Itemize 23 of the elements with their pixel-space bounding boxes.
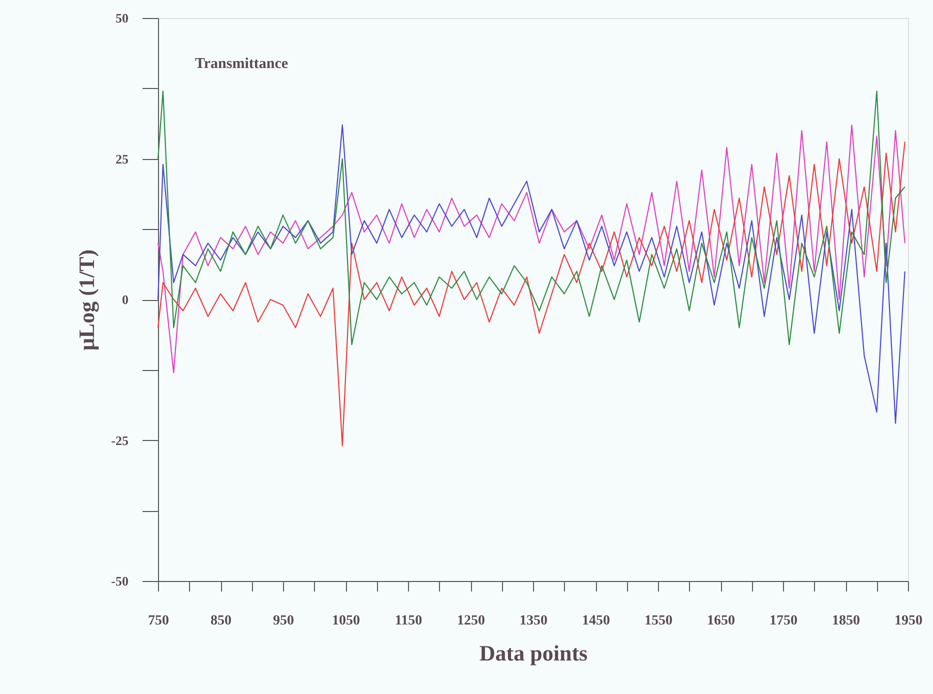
x-tick-label: 850 — [210, 614, 232, 628]
x-tick-label: 1250 — [457, 614, 485, 628]
x-tick-label: 1050 — [332, 614, 360, 628]
y-axis-title: μLog (1/T) — [74, 249, 100, 351]
x-tick-label: 1450 — [582, 614, 610, 628]
annotation: Transmittance — [195, 56, 288, 72]
x-tick-label: 1850 — [832, 614, 860, 628]
x-tick-label: 1650 — [707, 614, 735, 628]
y-tick-label: -25 — [111, 432, 129, 448]
x-axis-title: Data points — [479, 640, 588, 666]
line-series — [157, 124, 906, 374]
x-tick-label: 950 — [273, 614, 294, 628]
x-tick-label: 1750 — [770, 614, 798, 628]
x-tick-label: 1150 — [394, 614, 422, 628]
x-tick-label: 1550 — [644, 614, 672, 628]
y-tick-label: 25 — [116, 151, 129, 166]
line-series — [157, 90, 906, 346]
x-tick-label: 750 — [148, 614, 169, 628]
y-tick-label: -50 — [111, 574, 128, 588]
y-tick-label: 0 — [122, 292, 128, 307]
x-tick-label: 1950 — [894, 614, 922, 628]
y-tick-label: 50 — [116, 10, 128, 26]
x-tick-label: 1350 — [520, 614, 548, 628]
